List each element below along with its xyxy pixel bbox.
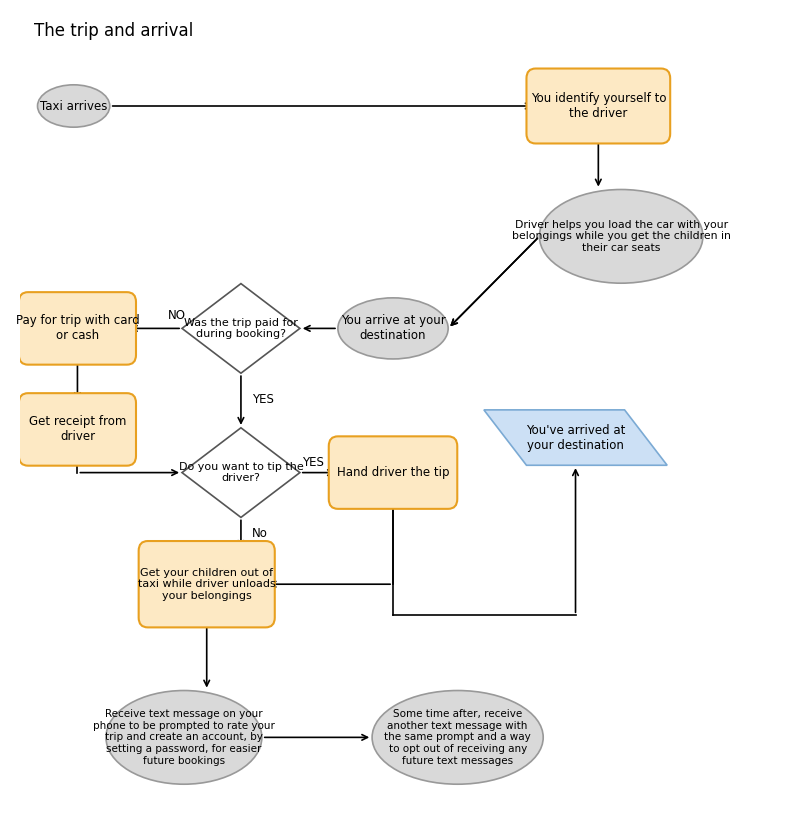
Polygon shape (182, 284, 300, 373)
Text: Driver helps you load the car with your
belongings while you get the children in: Driver helps you load the car with your … (512, 220, 731, 253)
FancyBboxPatch shape (139, 541, 275, 627)
Text: Pay for trip with card
or cash: Pay for trip with card or cash (16, 314, 139, 342)
Polygon shape (484, 410, 667, 465)
FancyBboxPatch shape (19, 393, 136, 466)
Text: Get receipt from
driver: Get receipt from driver (29, 416, 126, 444)
Text: YES: YES (302, 456, 324, 469)
FancyBboxPatch shape (19, 292, 136, 365)
Text: NO: NO (168, 309, 186, 322)
Text: You arrive at your
destination: You arrive at your destination (341, 314, 445, 342)
Text: Hand driver the tip: Hand driver the tip (337, 466, 449, 479)
Text: Some time after, receive
another text message with
the same prompt and a way
to : Some time after, receive another text me… (385, 709, 531, 765)
Ellipse shape (38, 85, 110, 128)
Text: No: No (252, 528, 268, 540)
Polygon shape (182, 428, 300, 518)
Text: You identify yourself to
the driver: You identify yourself to the driver (531, 92, 666, 120)
Ellipse shape (372, 690, 543, 784)
FancyBboxPatch shape (527, 68, 670, 143)
Ellipse shape (106, 690, 262, 784)
Text: YES: YES (252, 393, 274, 406)
Ellipse shape (539, 189, 703, 283)
Text: Was the trip paid for
during booking?: Was the trip paid for during booking? (184, 318, 298, 339)
Text: Get your children out of
taxi while driver unloads
your belongings: Get your children out of taxi while driv… (138, 568, 276, 601)
Text: You've arrived at
your destination: You've arrived at your destination (526, 424, 625, 452)
Text: Taxi arrives: Taxi arrives (40, 100, 108, 113)
Text: The trip and arrival: The trip and arrival (34, 22, 193, 40)
Text: Do you want to tip the
driver?: Do you want to tip the driver? (178, 462, 303, 483)
FancyBboxPatch shape (329, 436, 458, 509)
Text: Receive text message on your
phone to be prompted to rate your
trip and create a: Receive text message on your phone to be… (93, 709, 275, 765)
Ellipse shape (338, 298, 448, 359)
